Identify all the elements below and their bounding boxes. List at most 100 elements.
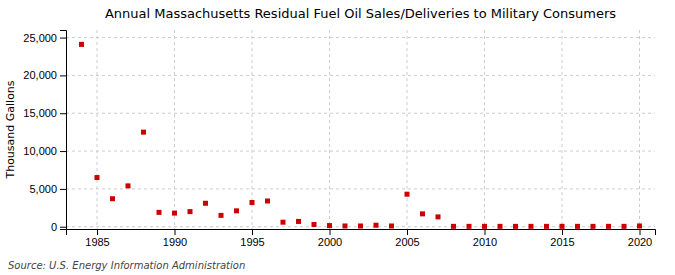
tick-mark	[60, 227, 66, 228]
tick-mark	[485, 229, 486, 235]
point	[591, 224, 596, 229]
tick-label: 2000	[318, 236, 342, 248]
grid-line	[66, 113, 655, 114]
tick-label: 10,000	[23, 145, 57, 157]
tick-label: 15,000	[23, 107, 57, 119]
tick-label: 1995	[240, 236, 264, 248]
tick: 0	[51, 221, 66, 233]
point	[374, 223, 379, 228]
point	[544, 224, 549, 229]
tick-label: 20,000	[23, 69, 57, 81]
grid-line	[66, 151, 655, 152]
point	[358, 223, 363, 228]
tick-label: 0	[51, 221, 57, 233]
grid-line	[252, 30, 253, 229]
point	[405, 192, 410, 197]
tick-mark	[97, 229, 98, 235]
tick: 1985	[85, 229, 109, 248]
point	[219, 213, 224, 218]
point	[451, 224, 456, 229]
tick: 2010	[473, 229, 497, 248]
y-axis: 0 5,000 10,000 15,000 20,000 25,000	[23, 31, 66, 233]
tick: 5,000	[29, 183, 66, 195]
tick: 1990	[163, 229, 187, 248]
point	[389, 223, 394, 228]
tick: 2015	[550, 229, 574, 248]
point	[343, 223, 348, 228]
tick-label: 1985	[85, 236, 109, 248]
tick-mark	[640, 229, 641, 235]
tick-mark	[60, 189, 66, 190]
point	[234, 208, 239, 213]
point	[250, 200, 255, 205]
point	[203, 201, 208, 206]
tick-mark	[330, 229, 331, 235]
x-axis: 1985 1990 1995 2000 2005 2010 2015 2020	[67, 229, 656, 248]
source: Source: U.S. Energy Information Administ…	[8, 260, 245, 271]
tick-mark	[562, 229, 563, 235]
point	[296, 219, 301, 224]
grid-line	[174, 30, 175, 229]
title: Annual Massachusetts Residual Fuel Oil S…	[105, 6, 616, 21]
tick-mark	[60, 38, 66, 39]
tick-label: 5,000	[29, 183, 57, 195]
point	[126, 183, 131, 188]
axis-line	[60, 31, 67, 230]
grid-line	[329, 30, 330, 229]
point	[141, 130, 146, 135]
point	[575, 224, 580, 229]
tick-mark	[175, 229, 176, 235]
tick: 2000	[318, 229, 342, 248]
tick: 1995	[240, 229, 264, 248]
tick-label: 2020	[628, 236, 652, 248]
point	[157, 210, 162, 215]
tick-label: 2005	[395, 236, 419, 248]
tick: 2005	[395, 229, 419, 248]
point	[467, 224, 472, 229]
point	[529, 224, 534, 229]
point	[265, 199, 270, 204]
grid-line	[639, 30, 640, 229]
tick-label: 2015	[550, 236, 574, 248]
point	[622, 224, 627, 229]
point	[637, 223, 642, 228]
point	[95, 175, 100, 180]
point	[513, 224, 518, 229]
grid-line	[66, 188, 655, 189]
axis-line	[67, 230, 656, 236]
grid-line	[484, 30, 485, 229]
point	[420, 211, 425, 216]
tick: 25,000	[23, 32, 66, 44]
point	[498, 224, 503, 229]
tick-label: 25,000	[23, 32, 57, 44]
point	[312, 222, 317, 227]
tick: 20,000	[23, 69, 66, 81]
tick-mark	[407, 229, 408, 235]
tick-mark	[60, 75, 66, 76]
grid-line	[66, 37, 655, 38]
chart: 1985 1990 1995 2000 2005 2010 2015 2020 0 5,000 10…	[0, 0, 675, 275]
grid	[66, 30, 655, 229]
point	[482, 224, 487, 229]
tick-mark	[60, 113, 66, 114]
y-axis-title: Thousand Gallons	[4, 80, 17, 179]
tick-mark	[60, 151, 66, 152]
tick-label: 2010	[473, 236, 497, 248]
tick: 10,000	[23, 145, 66, 157]
marks	[79, 42, 642, 229]
point	[110, 196, 115, 201]
grid-line	[407, 30, 408, 229]
point	[172, 211, 177, 216]
tick: 2020	[628, 229, 652, 248]
point	[606, 224, 611, 229]
tick-label: 1990	[163, 236, 187, 248]
plot-area: 1985 1990 1995 2000 2005 2010 2015 2020 0 5,000 10…	[23, 30, 655, 248]
point	[560, 224, 565, 229]
point	[327, 223, 332, 228]
point	[79, 42, 84, 47]
point	[188, 209, 193, 214]
grid-line	[97, 30, 98, 229]
tick: 15,000	[23, 107, 66, 119]
point	[281, 220, 286, 225]
grid-line	[66, 75, 655, 76]
